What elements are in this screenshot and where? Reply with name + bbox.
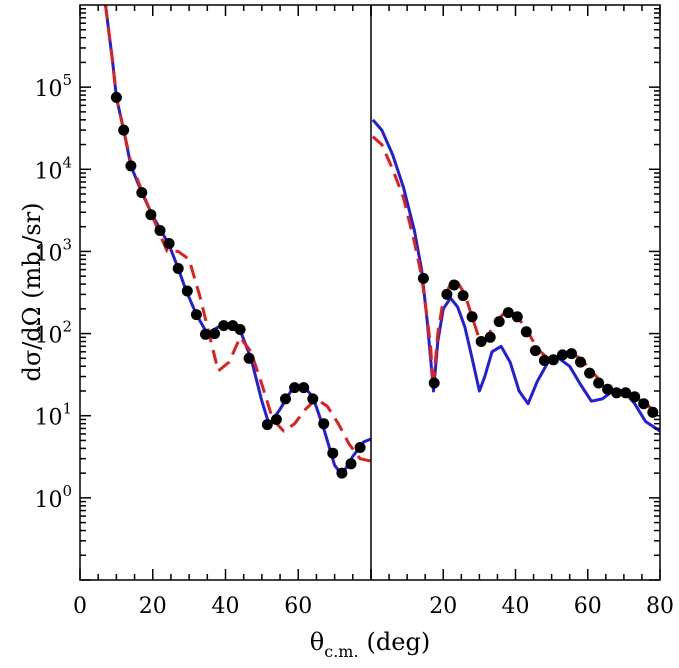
left-data-point xyxy=(181,285,193,297)
y-tick-label: 105 xyxy=(34,71,72,102)
right-data-point xyxy=(493,316,505,328)
x-tick-label: 40 xyxy=(212,594,240,619)
y-tick-label: 102 xyxy=(34,318,72,349)
left-dashed-curve xyxy=(104,5,371,463)
right-data-point xyxy=(593,377,605,389)
left-data-point xyxy=(218,320,230,332)
left-data-point xyxy=(318,418,330,430)
left-data-point xyxy=(243,352,255,364)
left-data-point xyxy=(327,447,339,459)
x-tick-label: 40 xyxy=(502,594,530,619)
left-data-point xyxy=(345,458,357,470)
right-data-point xyxy=(584,367,596,379)
left-solid-curve xyxy=(104,5,371,477)
y-tick-label: 101 xyxy=(34,400,72,431)
right-data-point xyxy=(538,355,550,366)
left-data-point xyxy=(118,124,130,136)
x-axis-label-unit: (deg) xyxy=(367,628,431,656)
right-data-point xyxy=(484,331,496,343)
left-data-point xyxy=(209,328,221,340)
left-data-point xyxy=(190,309,202,321)
right-data-point xyxy=(457,290,469,302)
left-data-point xyxy=(289,382,301,394)
right-data-point xyxy=(566,348,577,360)
left-data-point xyxy=(336,467,348,479)
right-data-point xyxy=(557,349,568,361)
right-data-point xyxy=(441,288,453,300)
left-data-point xyxy=(136,187,148,199)
right-data-point xyxy=(428,377,440,389)
left-data-point xyxy=(145,209,157,221)
left-data-point xyxy=(110,91,122,103)
left-data-point xyxy=(154,225,166,236)
y-tick-label: 100 xyxy=(34,482,72,513)
right-panel-curves xyxy=(371,118,660,433)
right-dashed-curve xyxy=(371,135,658,414)
left-data-point xyxy=(125,160,137,172)
right-panel-points xyxy=(417,272,659,418)
left-data-point xyxy=(307,393,319,405)
left-data-point xyxy=(270,414,282,425)
right-data-point xyxy=(638,398,650,410)
right-data-point xyxy=(520,326,532,338)
right-data-point xyxy=(466,311,478,323)
right-data-point xyxy=(620,387,632,399)
right-data-point xyxy=(502,307,514,319)
left-data-point xyxy=(200,328,211,340)
right-data-point xyxy=(529,345,541,357)
x-tick-label: 60 xyxy=(284,594,312,619)
x-axis-label-subscript: c.m. xyxy=(324,642,358,661)
right-data-point xyxy=(602,383,614,395)
right-data-point xyxy=(448,279,460,291)
y-tick-label: 104 xyxy=(34,153,72,184)
left-data-point xyxy=(280,393,291,405)
left-panel-curves xyxy=(104,5,371,477)
x-tick-label: 60 xyxy=(574,594,602,619)
left-data-point xyxy=(234,324,246,335)
x-tick-label: 20 xyxy=(429,594,457,619)
left-data-point xyxy=(298,382,310,394)
right-data-point xyxy=(629,391,641,403)
axis-ticks xyxy=(79,5,661,581)
x-axis-label: θc.m. (deg) xyxy=(310,628,430,661)
right-data-point xyxy=(611,387,623,399)
left-data-point xyxy=(354,442,366,453)
x-tick-label: 20 xyxy=(139,594,167,619)
right-data-point xyxy=(417,272,429,284)
left-data-point xyxy=(172,263,184,274)
x-axis-label-symbol: θ xyxy=(310,628,324,656)
x-tick-label: 80 xyxy=(646,594,674,619)
right-data-point xyxy=(547,354,559,366)
x-tick-label: 0 xyxy=(73,594,87,619)
left-data-point xyxy=(261,419,273,431)
y-tick-label: 103 xyxy=(34,235,72,266)
left-panel-points xyxy=(110,91,366,479)
plot-frame xyxy=(79,4,661,581)
left-data-point xyxy=(163,238,175,249)
right-data-point xyxy=(575,356,586,368)
right-solid-curve xyxy=(371,118,660,433)
tick-labels: 0 20 40 60 20 40 60 80 105 104 103 102 101 100 xyxy=(34,71,674,619)
y-axis-label: dσ/dΩ (mb./sr) xyxy=(18,202,46,381)
right-data-point xyxy=(511,311,523,323)
right-data-point xyxy=(475,336,487,347)
